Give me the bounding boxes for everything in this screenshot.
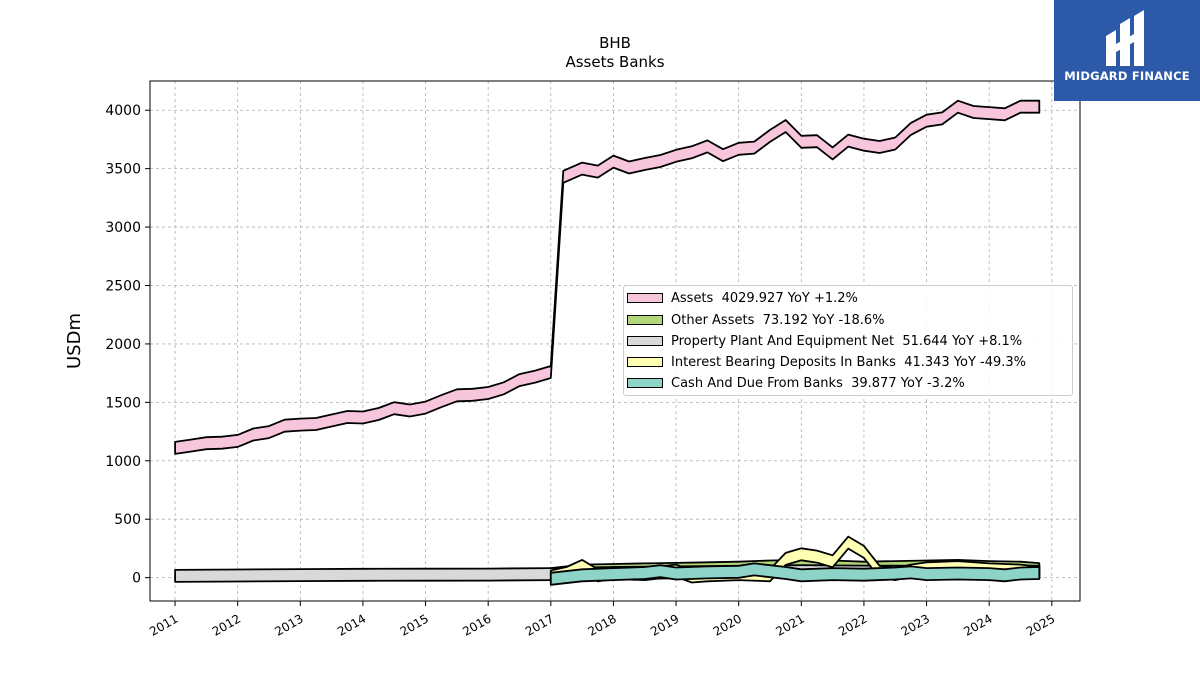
x-tick-label: 2021	[773, 611, 806, 638]
x-tick-label: 2017	[523, 611, 556, 638]
y-tick-label: 1000	[105, 454, 141, 470]
x-tick-label: 2023	[899, 611, 932, 638]
y-tick-label: 2000	[105, 337, 141, 353]
x-tick-label: 2025	[1024, 611, 1057, 638]
legend-label: Assets 4029.927 YoY +1.2%	[671, 290, 858, 306]
chart-subtitle: Assets Banks	[565, 53, 664, 71]
legend-swatch	[627, 315, 663, 325]
y-axis-label: USDm	[64, 313, 85, 369]
legend-swatch	[627, 378, 663, 388]
y-tick-label: 4000	[105, 103, 141, 119]
legend-label: Interest Bearing Deposits In Banks 41.34…	[671, 354, 1027, 370]
legend-item-assets: Assets 4029.927 YoY +1.2%	[627, 289, 858, 307]
series-band-cash-and-due-from-banks	[549, 562, 1041, 586]
legend-item-other-assets: Other Assets 73.192 YoY -18.6%	[627, 311, 884, 329]
midgard-logo-icon	[1106, 10, 1144, 66]
x-axis: 2011 2012 2013 2014 2015 2016 2017 2018 2019 2020…	[147, 601, 1057, 639]
legend: Assets 4029.927 YoY +1.2% Other Assets 7…	[623, 285, 1073, 396]
x-tick-label: 2012	[210, 611, 243, 638]
y-tick-label: 2500	[105, 278, 141, 294]
chart-title: BHB	[599, 34, 631, 52]
x-tick-label: 2013	[272, 611, 305, 638]
x-tick-label: 2018	[585, 611, 618, 638]
plot-frame	[149, 80, 1081, 602]
y-tick-label: 3500	[105, 162, 141, 178]
y-tick-label: 1500	[105, 395, 141, 411]
x-tick-label: 2014	[335, 611, 368, 638]
y-tick-label: 500	[114, 512, 141, 528]
legend-item-ppe: Property Plant And Equipment Net 51.644 …	[627, 332, 1022, 350]
legend-swatch	[627, 336, 663, 346]
x-tick-label: 2016	[460, 611, 493, 638]
legend-label: Property Plant And Equipment Net 51.644 …	[671, 333, 1023, 349]
legend-item-cash: Cash And Due From Banks 39.877 YoY -3.2%	[627, 374, 965, 392]
series-layer	[174, 99, 1041, 586]
legend-label: Other Assets 73.192 YoY -18.6%	[671, 312, 885, 328]
logo-text: MIDGARD FINANCE	[1064, 69, 1190, 83]
x-tick-label: 2024	[961, 611, 994, 638]
series-band-assets	[174, 99, 1041, 455]
y-tick-label: 0	[132, 571, 141, 587]
x-tick-label: 2015	[398, 611, 431, 638]
brand-logo: MIDGARD FINANCE	[1054, 0, 1200, 101]
x-tick-label: 2020	[711, 611, 744, 638]
y-axis: 0 500 1000 1500 2000 2500 3000 3500 4000	[105, 103, 150, 587]
legend-swatch	[627, 357, 663, 367]
y-tick-label: 3000	[105, 220, 141, 236]
legend-label: Cash And Due From Banks 39.877 YoY -3.2%	[671, 375, 965, 391]
x-tick-label: 2022	[836, 611, 869, 638]
x-tick-label: 2019	[648, 611, 681, 638]
legend-item-interest-deposits: Interest Bearing Deposits In Banks 41.34…	[627, 353, 1026, 371]
legend-swatch	[627, 293, 663, 303]
x-tick-label: 2011	[147, 611, 180, 638]
